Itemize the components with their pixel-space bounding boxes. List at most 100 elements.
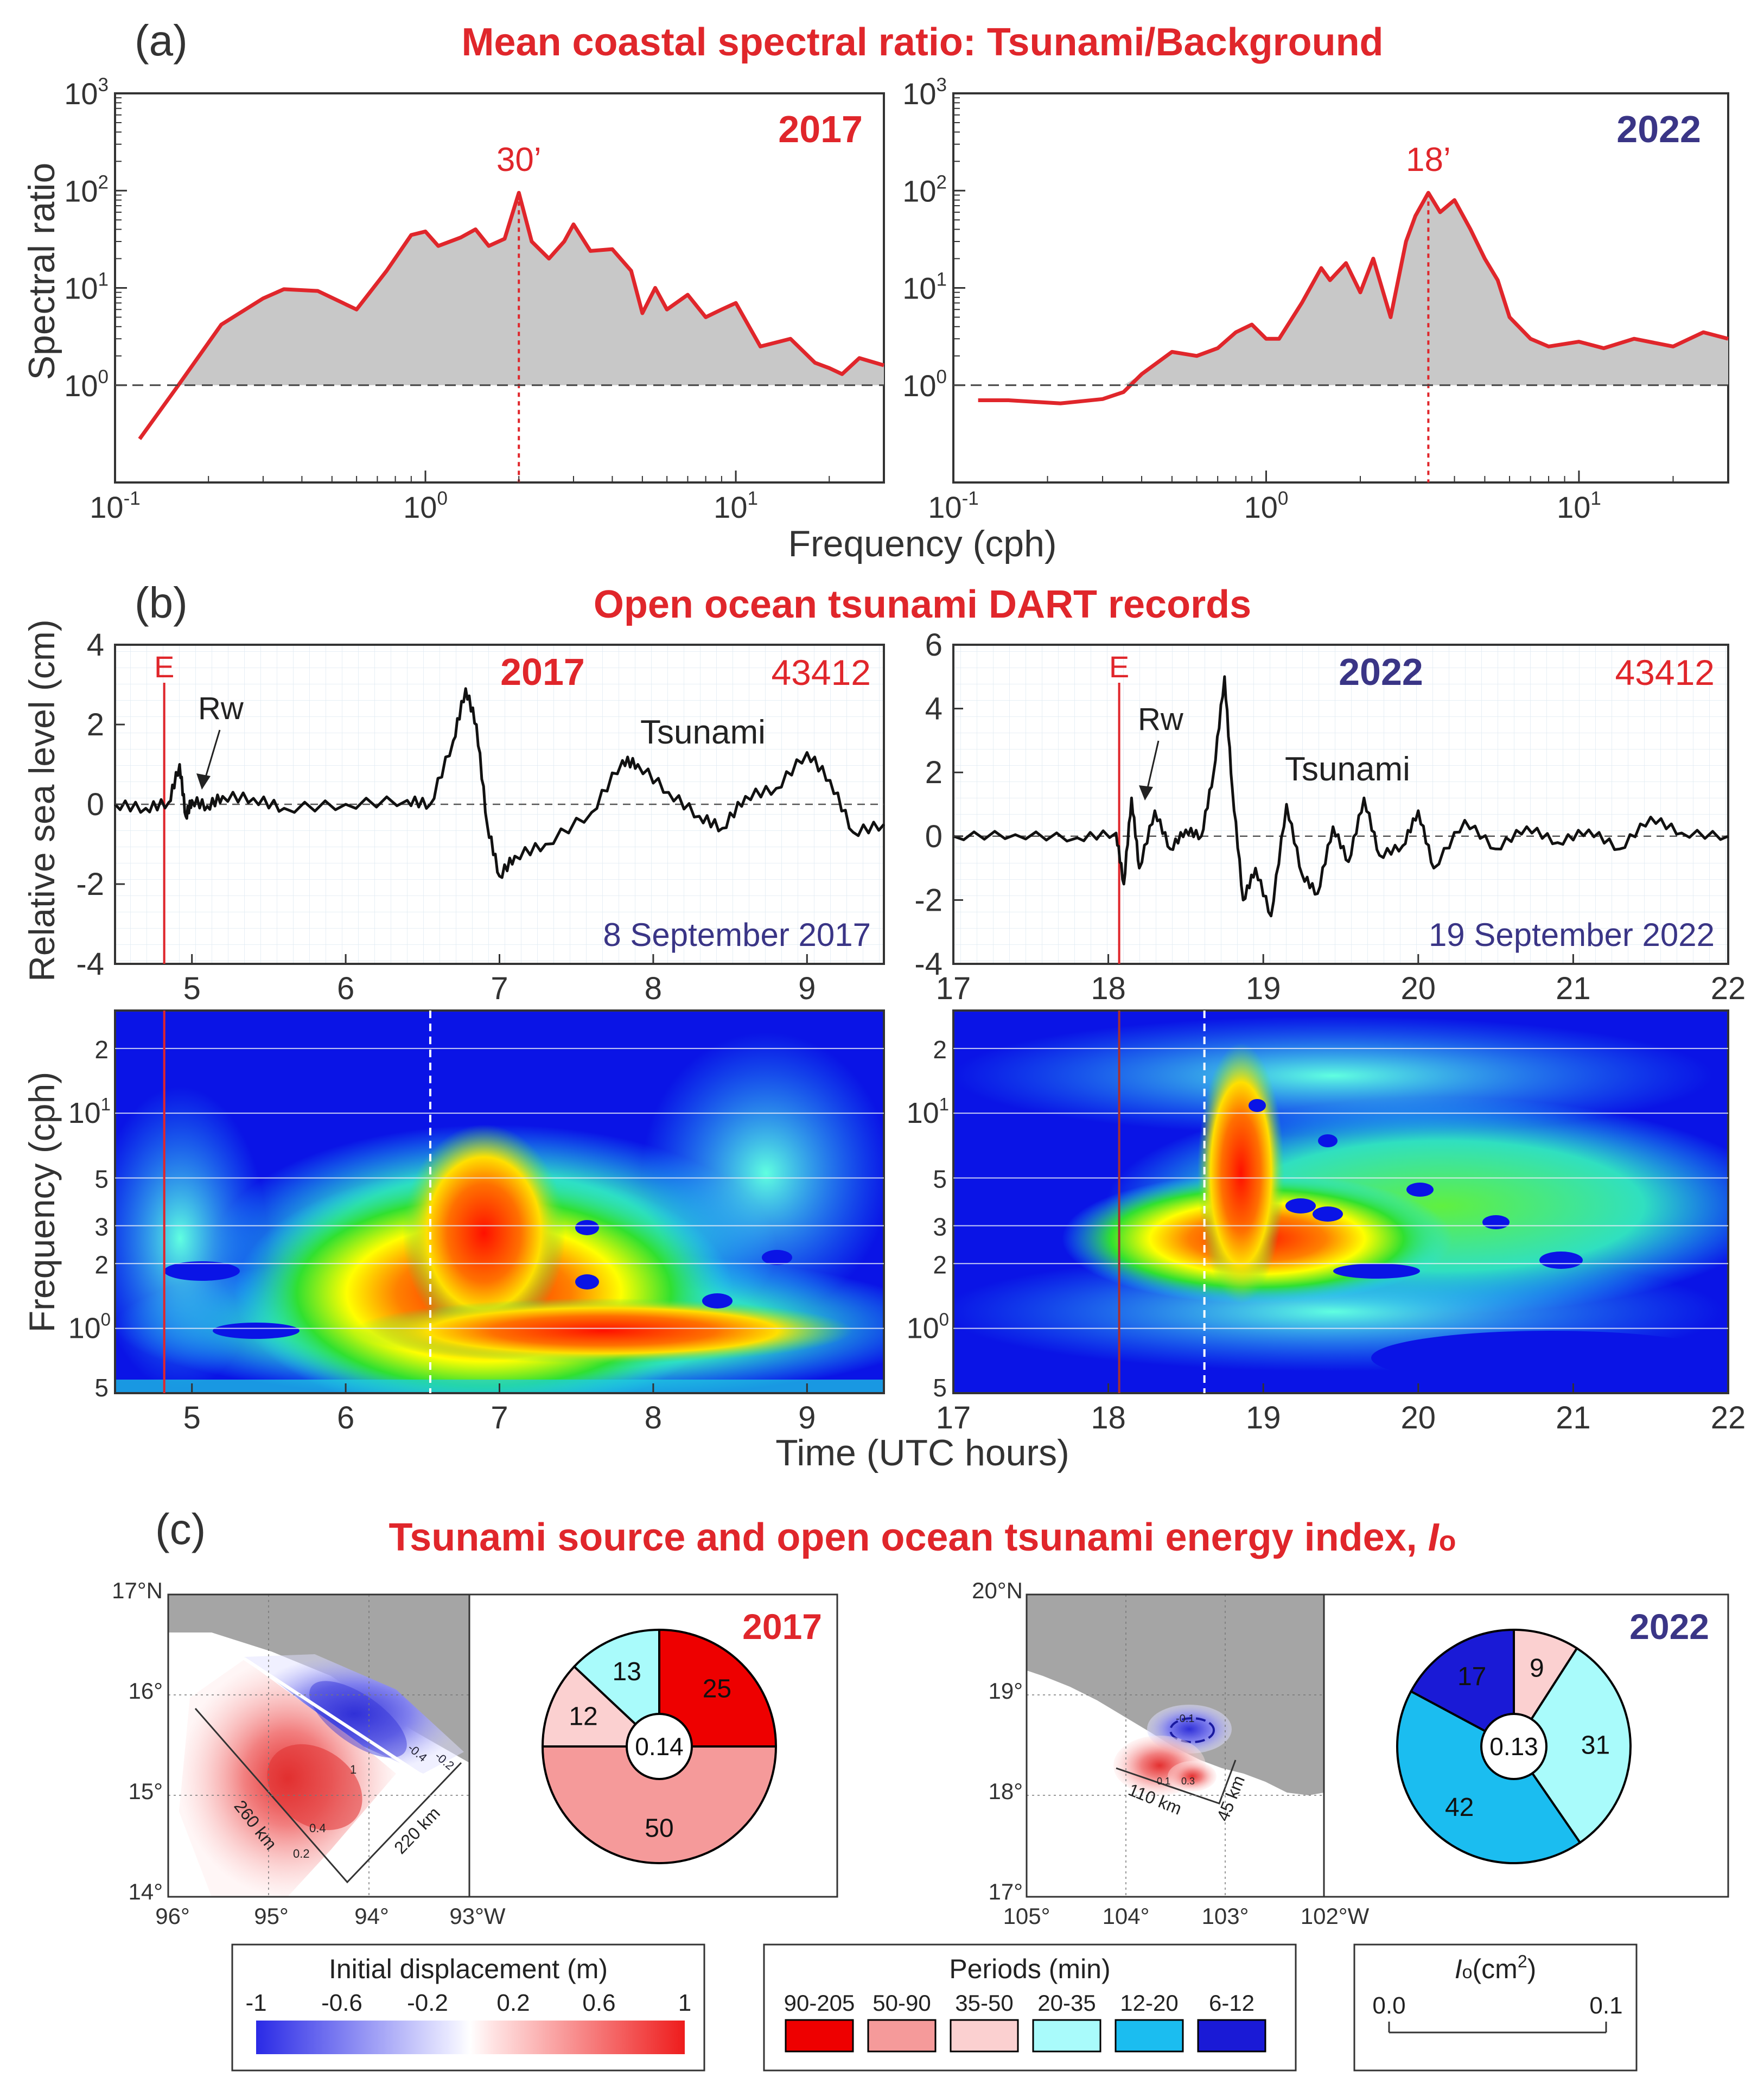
legend-swatch <box>867 2019 937 2053</box>
y-tick-label-base: 10 <box>902 174 936 208</box>
tsunami-label: Tsunami <box>1285 751 1410 788</box>
panel-b: (b) Open ocean tsunami DART records Rela… <box>22 579 1746 1473</box>
freq-tick-label-base: 10 <box>68 1312 101 1345</box>
legend-symbol: I <box>1455 1954 1462 1984</box>
x-tick-label: 9 <box>798 1400 816 1435</box>
spectral-ratio-series <box>138 190 884 440</box>
lat-tick: 20°N <box>972 1578 1023 1603</box>
legend-item-label: 12-20 <box>1120 1990 1178 2016</box>
energy-pie-2017: 25 50 12 13 0.14 2017 <box>468 1593 838 1898</box>
legend-swatch <box>1115 2019 1184 2053</box>
contour-label: 0.4 <box>309 1821 326 1835</box>
lon-tick: 105° <box>1003 1903 1050 1929</box>
freq-tick-label: 5 <box>933 1374 947 1402</box>
wavelet-blue-hole <box>1406 1183 1434 1197</box>
x-tick-label: 10-1 <box>928 488 978 524</box>
freq-tick-label: 101 <box>68 1094 111 1129</box>
x-tick-label: 8 <box>645 971 662 1006</box>
chart-year-label: 2017 <box>742 1606 822 1647</box>
energy-pie-2022: 9 31 42 17 0.13 2022 <box>1323 1593 1729 1898</box>
spectral-area <box>139 193 884 385</box>
y-tick-label-exp: 2 <box>937 171 947 193</box>
x-tick-label-base: 10 <box>1244 490 1278 524</box>
x-tick-label: 19 <box>1246 1400 1281 1435</box>
freq-tick-label: 2 <box>94 1036 109 1064</box>
lat-tick: 17°N <box>112 1578 163 1603</box>
x-tick-label: 101 <box>1557 488 1601 524</box>
y-tick-label-base: 10 <box>64 174 98 208</box>
positive-displacement <box>1168 1761 1217 1792</box>
lon-tick: 96° <box>155 1903 190 1929</box>
legend-swatch <box>1197 2019 1266 2053</box>
pie-slices: 25 50 12 13 <box>541 1628 778 1864</box>
freq-tick-label-base: 10 <box>907 1097 939 1129</box>
lon-tick: 93°W <box>449 1903 506 1929</box>
x-tick-label-base: 10 <box>714 490 747 524</box>
freq-tick-label-base: 10 <box>907 1312 939 1345</box>
panel-c-letter: (c) <box>155 1505 206 1553</box>
pie-slice <box>541 1745 778 1864</box>
legend-item-label: 50-90 <box>873 1990 931 2016</box>
lon-tick: 94° <box>354 1903 389 1929</box>
contour-label: 0.1 <box>1157 1776 1170 1787</box>
y-tick-label: -4 <box>76 946 104 982</box>
panel-c-title-main: Tsunami source and open ocean tsunami en… <box>389 1516 1428 1559</box>
sea-level-line <box>114 687 885 879</box>
panel-b-ylabel-top: Relative sea level (cm) <box>22 619 62 982</box>
y-tick-label: 103 <box>64 74 109 111</box>
peak-label: 18’ <box>1406 141 1451 179</box>
wavelet-blue-hole <box>1313 1206 1343 1222</box>
y-tick-label: 2 <box>87 707 104 742</box>
x-tick-label: 9 <box>798 971 816 1006</box>
panel-a-xlabel: Frequency (cph) <box>788 523 1056 564</box>
y-tick-label: 102 <box>902 171 947 208</box>
y-tick-label-base: 10 <box>64 271 98 306</box>
legend-item-label: 20-35 <box>1037 1990 1096 2016</box>
x-tick-label: 19 <box>1246 971 1281 1006</box>
wavelet-blue-hole <box>702 1293 733 1308</box>
y-tick-label-exp: 3 <box>937 74 947 96</box>
panel-b-title: Open ocean tsunami DART records <box>594 583 1251 626</box>
x-tick-label-base: 10 <box>403 490 437 524</box>
freq-tick-label-exp: 0 <box>101 1310 111 1330</box>
chart-year-label: 2022 <box>1616 108 1701 150</box>
panel-a-letter: (a) <box>135 16 188 65</box>
axis-ticks: -4 -2 0 2 4 5 6 7 8 9 <box>76 627 816 1006</box>
x-tick-label-base: 10 <box>928 490 961 524</box>
x-tick-label: 18 <box>1091 971 1126 1006</box>
x-tick-label: 10-1 <box>90 488 140 524</box>
pie-slice-label: 31 <box>1581 1731 1610 1760</box>
wavelet-blue-hole <box>575 1220 599 1235</box>
pie-slice-label: 25 <box>703 1675 731 1704</box>
wavelet-blue-hole <box>1482 1215 1510 1229</box>
legend-frame <box>1353 1943 1638 2072</box>
legend-title: Periods (min) <box>949 1954 1110 1984</box>
date-label: 8 September 2017 <box>603 917 871 953</box>
lon-tick: 102°W <box>1301 1903 1370 1929</box>
legend-tick-label: 0.2 <box>496 1990 530 2016</box>
spectral-area <box>978 193 1728 385</box>
lon-tick: 104° <box>1103 1903 1150 1929</box>
pie-slice <box>572 1628 660 1749</box>
y-tick-label: 101 <box>64 269 109 306</box>
peak-label: 30’ <box>496 141 542 179</box>
rw-arrow <box>1145 740 1160 796</box>
legend-energy: Io(cm2) 0.0 0.1 <box>1353 1943 1638 2072</box>
station-label: 43412 <box>771 652 871 693</box>
wavelet-lowband-red <box>354 1298 853 1363</box>
lat-tick: 14° <box>128 1879 163 1904</box>
x-tick-label: 7 <box>491 1400 508 1435</box>
wavelet-blue-hole <box>1318 1134 1338 1147</box>
x-tick-label: 22 <box>1711 971 1746 1006</box>
freq-tick-label-exp: 1 <box>101 1094 111 1114</box>
sea-level-series <box>114 687 885 879</box>
legend-unit-suffix: ) <box>1527 1954 1537 1984</box>
land <box>168 1595 469 1763</box>
lat-tick: 16° <box>128 1678 163 1704</box>
plot-background <box>953 645 1728 964</box>
rupture-outline <box>1116 1759 1237 1805</box>
y-tick-label: 4 <box>87 627 104 663</box>
